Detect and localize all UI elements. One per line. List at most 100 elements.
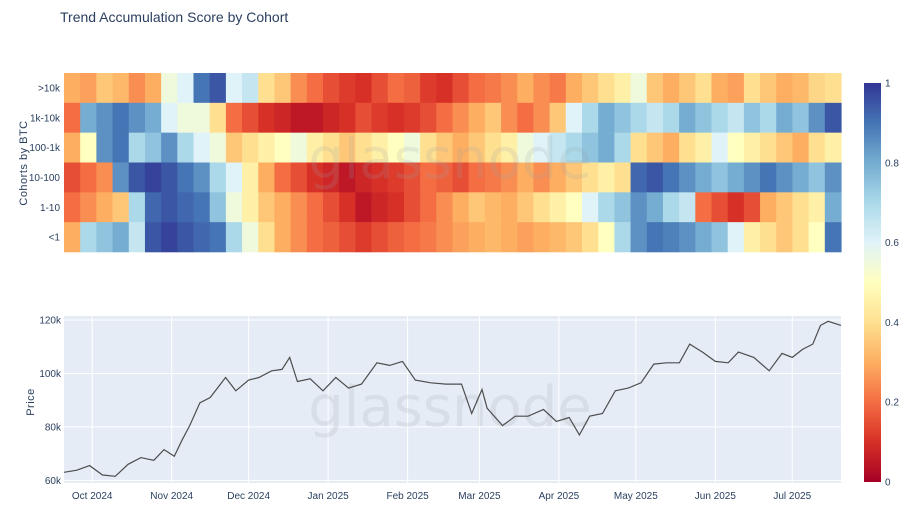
heatmap-cell: [339, 222, 356, 253]
price-y-tick-labels: 60k 80k 100k 120k: [39, 316, 62, 487]
colorbar-tick-label: 0.8: [885, 158, 899, 169]
heatmap-cell: [436, 192, 454, 223]
price-plot-area: [64, 316, 841, 483]
heatmap-cell: [403, 162, 421, 193]
heatmap-cell: [501, 162, 518, 193]
heatmap-cell: [484, 102, 502, 133]
heatmap-cell: [679, 162, 696, 193]
heatmap-cell: [727, 132, 745, 163]
heatmap-cell: [290, 162, 308, 193]
heatmap-cell: [209, 73, 227, 104]
heatmap-cell: [209, 102, 227, 133]
heatmap-cell: [776, 73, 794, 104]
heatmap-cell: [306, 73, 324, 104]
heatmap-cell: [420, 73, 437, 104]
heatmap-cell: [371, 73, 389, 104]
heatmap-cell: [614, 102, 632, 133]
heatmap-cell: [452, 162, 470, 193]
heatmap-cell: [533, 132, 551, 163]
heatmap-cell: [128, 222, 146, 253]
heatmap-cell: [274, 102, 292, 133]
heatmap-cell: [711, 222, 729, 253]
colorbar-tick-label: 0.4: [885, 318, 899, 329]
heatmap-cell: [274, 222, 292, 253]
heatmap-cell: [323, 102, 340, 133]
heatmap-cell: [614, 192, 632, 223]
heatmap-cell: [96, 73, 114, 104]
heatmap-cell: [452, 102, 470, 133]
chart-title: Trend Accumulation Score by Cohort: [60, 9, 289, 25]
heatmap-cell: [468, 73, 486, 104]
heatmap-cell: [711, 73, 729, 104]
heatmap-cell: [776, 192, 794, 223]
heatmap-cell: [582, 132, 599, 163]
heatmap-cell: [209, 222, 227, 253]
heatmap-cell: [452, 222, 470, 253]
heatmap-cell: [630, 162, 648, 193]
heatmap-cell: [484, 162, 502, 193]
heatmap-cell: [695, 192, 713, 223]
heatmap-cell: [743, 162, 761, 193]
heatmap-cell: [743, 222, 761, 253]
heatmap-cell: [420, 222, 437, 253]
heatmap-cell: [144, 192, 162, 223]
heatmap-cell: [582, 192, 599, 223]
price-series-line: [63, 320, 842, 477]
heatmap-cell: [225, 162, 243, 193]
heatmap-cell: [420, 102, 437, 133]
heatmap-cell: [387, 222, 405, 253]
heatmap-cell: [824, 162, 842, 193]
heatmap-cell: [436, 162, 454, 193]
price-x-tick-label: Apr 2025: [539, 491, 580, 502]
heatmap-cell: [112, 73, 130, 104]
heatmap-cell: [144, 132, 162, 163]
heatmap-cell: [484, 73, 502, 104]
heatmap-cell: [96, 132, 114, 163]
heatmap-cell: [727, 222, 745, 253]
heatmap-cell: [565, 132, 583, 163]
heatmap-y-axis-title: Cohorts by BTC: [18, 120, 30, 205]
heatmap-cell: [306, 132, 324, 163]
heatmap-cell: [387, 73, 405, 104]
heatmap-cell: [177, 73, 195, 104]
heatmap-cell: [630, 222, 648, 253]
heatmap-cell: [258, 73, 276, 104]
heatmap-cell: [128, 73, 146, 104]
heatmap-cell: [646, 102, 664, 133]
price-x-tick-label: May 2025: [614, 491, 658, 502]
heatmap-cell: [64, 132, 81, 163]
heatmap-cell: [760, 222, 777, 253]
heatmap-cell: [484, 132, 502, 163]
heatmap-cell: [760, 102, 777, 133]
heatmap-cell: [209, 162, 227, 193]
colorbar-tick-label: 0.2: [885, 398, 899, 409]
heatmap-cell: [501, 192, 518, 223]
heatmap-cell: [517, 132, 535, 163]
heatmap-cell: [96, 162, 114, 193]
heatmap-cell: [582, 73, 599, 104]
heatmap-cell: [630, 192, 648, 223]
heatmap-cell: [743, 132, 761, 163]
heatmap-cell: [824, 192, 842, 223]
heatmap-cell: [662, 132, 680, 163]
colorbar-tick-labels: 0 0.2 0.4 0.6 0.8 1: [885, 79, 899, 489]
heatmap-cell: [776, 162, 794, 193]
heatmap-cell: [484, 222, 502, 253]
price-y-tick-label: 60k: [45, 476, 62, 487]
heatmap-cell: [808, 73, 826, 104]
heatmap-cell: [355, 132, 373, 163]
heatmap-cell: [420, 132, 437, 163]
heatmap-cell: [193, 73, 211, 104]
heatmap-cell: [371, 192, 389, 223]
heatmap-cell: [290, 73, 308, 104]
heatmap-cell: [274, 162, 292, 193]
heatmap-cell: [792, 162, 810, 193]
heatmap-cell: [64, 102, 81, 133]
heatmap-cell: [242, 222, 259, 253]
heatmap-cell: [161, 102, 178, 133]
heatmap-cell: [484, 192, 502, 223]
heatmap-cell: [501, 132, 518, 163]
price-x-tick-label: Jun 2025: [695, 491, 737, 502]
heatmap-cell: [533, 73, 551, 104]
